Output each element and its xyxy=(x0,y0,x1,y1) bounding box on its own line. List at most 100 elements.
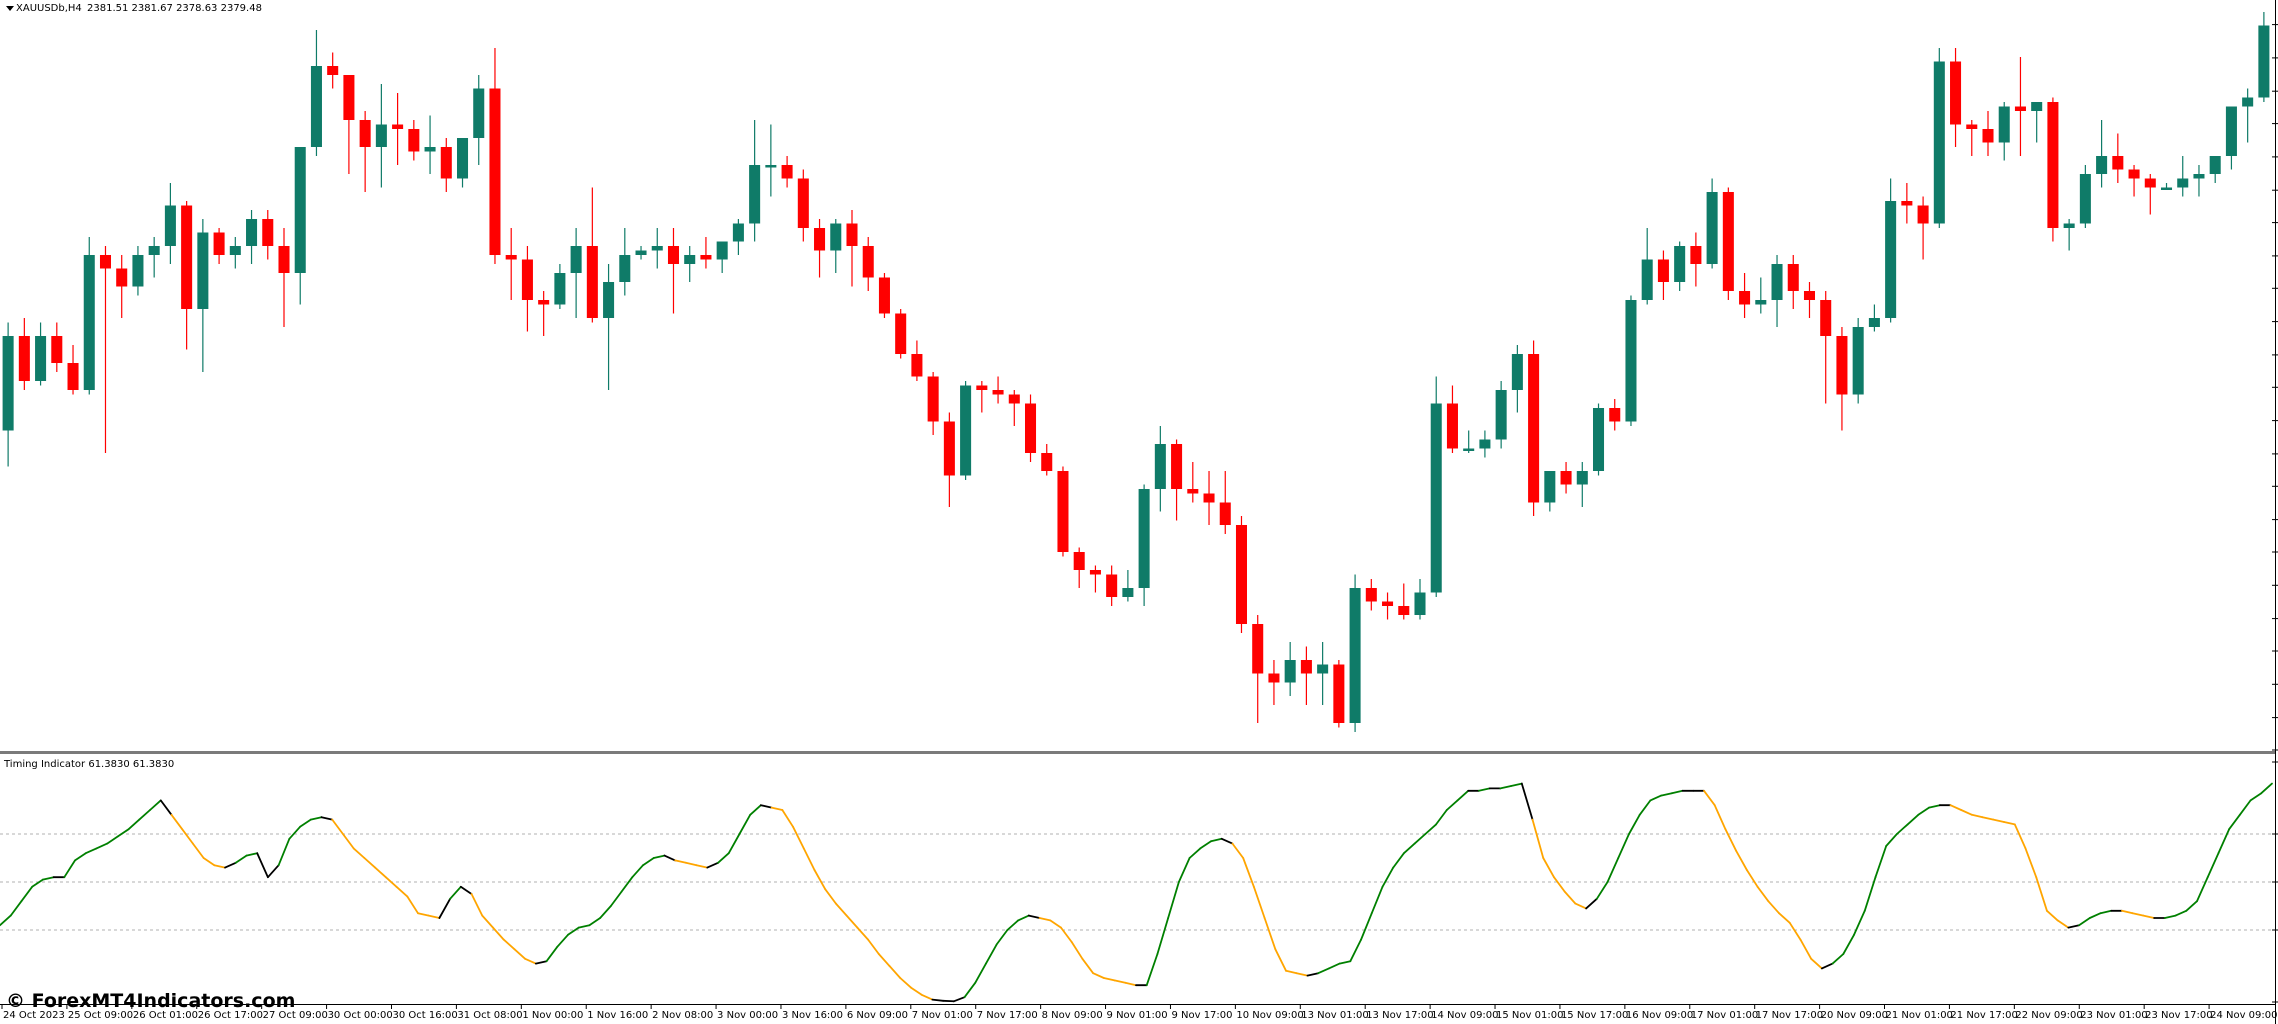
indicator-segment xyxy=(556,933,569,948)
candle-body xyxy=(1041,453,1053,471)
indicator-segment xyxy=(1542,857,1555,879)
candle xyxy=(1430,376,1442,597)
candle xyxy=(619,228,631,296)
candle xyxy=(1041,444,1053,476)
indicator-segment xyxy=(1949,804,1963,811)
time-axis-label: 8 Nov 09:00 xyxy=(1042,1010,1103,1021)
candle-body xyxy=(1803,291,1816,300)
indicator-segment xyxy=(642,857,655,867)
indicator-segment xyxy=(910,986,923,996)
indicator-segment xyxy=(309,816,323,821)
candle xyxy=(1609,399,1621,431)
candle xyxy=(765,124,777,197)
indicator-segment xyxy=(116,828,130,838)
indicator-segment xyxy=(1606,857,1620,883)
indicator-segment xyxy=(770,806,784,811)
indicator-segment xyxy=(256,852,269,879)
ohlc-header: 2381.51 2381.67 2378.63 2379.48 xyxy=(87,3,262,14)
candle-body xyxy=(2096,156,2108,174)
candle-body xyxy=(1787,264,1799,291)
symbol-menu-triangle-icon[interactable] xyxy=(6,6,14,11)
candle xyxy=(554,264,566,309)
candle-body xyxy=(716,241,728,260)
candle xyxy=(1284,642,1296,696)
indicator-segment xyxy=(1252,885,1266,919)
time-axis-label: 23 Nov 17:00 xyxy=(2145,1010,2212,1021)
candle xyxy=(2063,219,2075,251)
candle xyxy=(1463,430,1475,453)
candle xyxy=(1219,471,1231,534)
time-axis-label: 24 Nov 09:00 xyxy=(2210,1010,2277,1021)
indicator-segment xyxy=(877,953,891,967)
indicator-segment xyxy=(2078,917,2091,927)
price-axis[interactable]: 2010.602006.902003.201999.601995.901992.… xyxy=(2272,20,2278,756)
indicator-segment xyxy=(481,914,494,929)
candle xyxy=(1398,583,1410,620)
candles-layer xyxy=(2,12,2270,732)
candle-body xyxy=(1739,291,1751,305)
indicator-segment xyxy=(1499,785,1512,790)
candle xyxy=(521,246,533,332)
candle-body xyxy=(1657,259,1669,282)
candle-body xyxy=(473,88,485,138)
indicator-segment xyxy=(170,813,184,831)
panel-separator[interactable] xyxy=(0,751,2275,754)
indicator-segment xyxy=(1585,897,1598,910)
candle-body xyxy=(603,282,615,318)
indicator-segment xyxy=(384,876,398,888)
time-axis-label: 13 Nov 17:00 xyxy=(1366,1010,1433,1021)
candle xyxy=(1187,462,1199,503)
candle-body xyxy=(1755,300,1767,305)
candle xyxy=(343,75,355,174)
indicator-segment xyxy=(513,948,527,960)
indicator-segment xyxy=(1113,979,1127,984)
candle xyxy=(1300,646,1312,705)
indicator-segment xyxy=(41,876,55,881)
indicator-segment xyxy=(931,998,944,1002)
candle xyxy=(1852,318,1864,404)
candle xyxy=(1495,381,1507,449)
indicator-segment xyxy=(1617,833,1630,859)
indicator-segment xyxy=(813,869,827,891)
indicator-header[interactable]: Timing Indicator 61.3830 61.3830 xyxy=(3,759,174,770)
time-axis-label: 31 Oct 08:00 xyxy=(457,1010,522,1021)
candle xyxy=(505,228,517,300)
candle-body xyxy=(83,255,95,390)
indicator-segment xyxy=(845,914,859,929)
symbol-header[interactable]: XAUUSDb,H4 xyxy=(16,3,82,14)
indicator-segment xyxy=(1649,794,1663,802)
candle xyxy=(992,376,1004,404)
candle-body xyxy=(2063,223,2075,228)
candle-body xyxy=(1852,327,1864,395)
price-panel[interactable]: XAUUSDb,H4 2381.51 2381.67 2378.63 2379.… xyxy=(2,3,2270,732)
indicator-segment xyxy=(781,809,794,828)
indicator-segment xyxy=(1317,967,1330,975)
candle xyxy=(927,372,939,435)
time-axis-label: 25 Oct 09:00 xyxy=(68,1010,133,1021)
indicator-segment xyxy=(2046,909,2059,922)
indicator-segment xyxy=(824,888,837,905)
candle xyxy=(229,237,241,269)
indicator-segment xyxy=(567,926,580,936)
candle-body xyxy=(1479,439,1491,449)
indicator-panel[interactable]: Timing Indicator 61.3830 61.3830 xyxy=(0,759,2273,1003)
candle xyxy=(976,381,988,413)
candle xyxy=(538,291,550,336)
indicator-segment xyxy=(609,890,623,907)
indicator-segment xyxy=(1735,849,1748,871)
candle-body xyxy=(310,66,322,147)
indicator-segment xyxy=(159,799,173,816)
candle xyxy=(2209,156,2221,183)
candle-body xyxy=(229,246,241,255)
time-axis-label: 7 Nov 01:00 xyxy=(912,1010,973,1021)
indicator-segment xyxy=(1392,852,1405,869)
candle-body xyxy=(781,165,793,179)
candle xyxy=(99,246,112,453)
time-axis-label: 3 Nov 16:00 xyxy=(782,1010,843,1021)
candle xyxy=(570,228,582,318)
candle-body xyxy=(619,255,631,282)
candle xyxy=(1446,385,1458,453)
candle-body xyxy=(943,421,955,476)
time-axis[interactable]: 24 Oct 2023 25 Oct 09:00 26 Oct 01:00 26 Oc… xyxy=(1,1004,2278,1021)
